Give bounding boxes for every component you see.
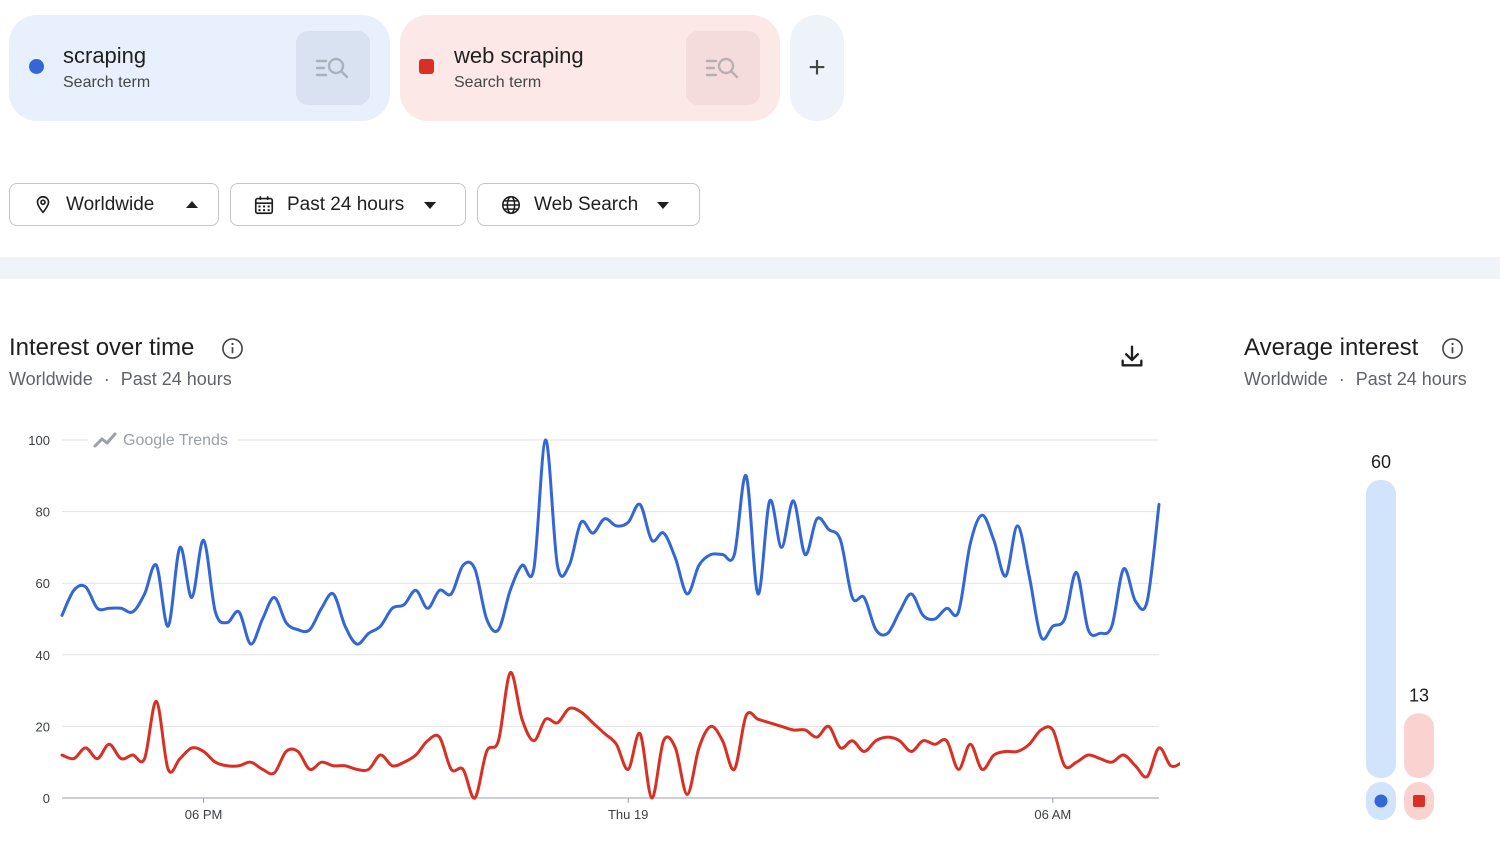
region-filter-label: Worldwide <box>66 194 155 215</box>
interest-over-time-subtitle: Worldwide · Past 24 hours <box>9 369 232 390</box>
term-name: scraping <box>63 43 147 68</box>
average-interest-title: Average interest <box>1244 334 1419 361</box>
interest-over-time-title: Interest over time <box>9 334 195 361</box>
watermark-background <box>88 429 238 451</box>
property-filter[interactable]: Web Search <box>477 183 700 226</box>
term-name: web scraping <box>454 43 584 68</box>
average-bar-scraping <box>1366 480 1396 778</box>
subtitle-region: Worldwide <box>9 369 93 389</box>
add-term-button[interactable]: + <box>790 15 844 121</box>
term-type: Search term <box>63 74 151 91</box>
caret-down-icon <box>657 202 669 209</box>
term-type: Search term <box>454 74 542 91</box>
series-color-circle-icon <box>1374 794 1388 808</box>
search-compare-button[interactable] <box>686 31 760 105</box>
y-tick-label: 0 <box>43 791 50 806</box>
subtitle-period: Past 24 hours <box>120 369 232 389</box>
x-tick-label: Thu 19 <box>608 807 648 822</box>
subtitle-separator: · <box>103 369 110 389</box>
caret-down-icon <box>424 202 436 209</box>
series-color-square-icon <box>1413 795 1425 807</box>
term-card-scraping[interactable]: scraping Search term <box>9 15 390 121</box>
series-color-square-icon <box>419 59 434 74</box>
subtitle-separator: · <box>1338 369 1345 389</box>
property-filter-label: Web Search <box>534 194 639 215</box>
series-color-circle-icon <box>29 59 44 74</box>
interest-over-time-chart[interactable]: 0 20 40 60 80 100 Google Trends 06 PM Thu 19 06 A… <box>0 405 1180 845</box>
time-filter-label: Past 24 hours <box>287 194 405 215</box>
calendar-icon <box>254 196 274 215</box>
subtitle-period: Past 24 hours <box>1355 369 1467 389</box>
search-compare-button[interactable] <box>296 31 370 105</box>
x-tick-label: 06 PM <box>185 807 223 822</box>
average-value-label: 13 <box>1409 685 1429 705</box>
region-filter[interactable]: Worldwide <box>9 183 219 226</box>
trending-icon <box>93 432 117 448</box>
location-pin-icon <box>36 195 50 214</box>
term-card-web-scraping[interactable]: web scraping Search term <box>400 15 780 121</box>
y-tick-label: 100 <box>28 433 50 448</box>
info-icon[interactable] <box>221 337 244 360</box>
average-interest-subtitle: Worldwide · Past 24 hours <box>1244 369 1467 390</box>
series-line-scraping <box>60 438 1161 646</box>
subtitle-region: Worldwide <box>1244 369 1328 389</box>
average-bar-web-scraping <box>1404 713 1434 778</box>
plus-icon: + <box>808 51 826 84</box>
search-compare-icon <box>315 57 349 79</box>
google-trends-watermark: Google Trends <box>123 432 228 449</box>
caret-up-icon <box>186 201 198 208</box>
series-line-web-scraping <box>60 671 1180 800</box>
y-tick-label: 60 <box>36 576 50 591</box>
average-interest-chart: 60 13 <box>1366 452 1434 820</box>
section-divider <box>0 257 1500 279</box>
info-icon[interactable] <box>1441 337 1464 360</box>
search-compare-icon <box>705 57 739 79</box>
time-filter[interactable]: Past 24 hours <box>230 183 466 226</box>
average-value-label: 60 <box>1371 452 1391 472</box>
download-icon[interactable] <box>1118 342 1146 370</box>
globe-icon <box>501 195 521 215</box>
y-tick-label: 40 <box>36 648 50 663</box>
x-tick-label: 06 AM <box>1034 807 1071 822</box>
y-tick-label: 20 <box>36 719 50 734</box>
y-tick-label: 80 <box>36 505 50 520</box>
